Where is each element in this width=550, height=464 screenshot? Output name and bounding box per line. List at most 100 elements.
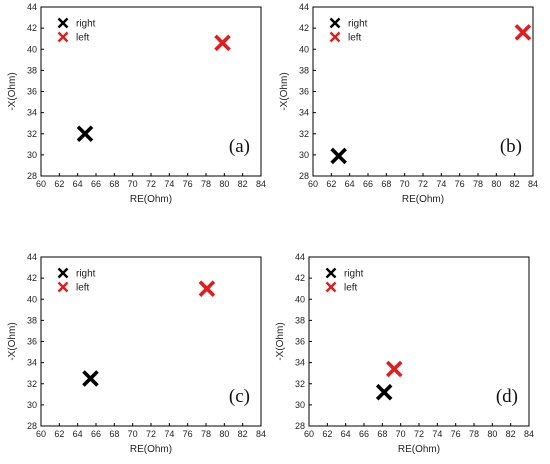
y-tick-label: 32	[299, 129, 309, 139]
x-tick-label: 72	[146, 429, 156, 439]
x-axis-label: RE(Ohm)	[130, 194, 172, 205]
y-tick-label: 36	[299, 87, 309, 97]
legend-label: left	[344, 283, 358, 294]
data-point-left	[214, 34, 231, 52]
x-tick-label: 60	[304, 429, 314, 439]
x-tick-label: 60	[308, 179, 318, 189]
chart-panel: 60 62 64 66 68 70 72 74 76 78 80 82 84 28 30 32 34 36 38 40…	[7, 2, 266, 205]
y-tick-label: 42	[27, 273, 37, 283]
y-axis-label: -X(Ohm)	[279, 72, 290, 110]
legend-label: right	[76, 269, 96, 280]
x-tick-label: 80	[219, 429, 229, 439]
panel-label: (b)	[500, 136, 522, 157]
y-tick-label: 38	[27, 315, 37, 325]
x-tick-label: 68	[109, 179, 119, 189]
x-tick-label: 82	[510, 179, 520, 189]
y-tick-label: 28	[295, 421, 305, 431]
x-tick-label: 62	[322, 429, 332, 439]
x-tick-label: 78	[201, 179, 211, 189]
legend-marker	[57, 17, 69, 29]
x-tick-label: 74	[164, 429, 174, 439]
x-tick-label: 68	[109, 429, 119, 439]
y-tick-label: 44	[295, 252, 305, 262]
y-tick-label: 42	[299, 23, 309, 33]
data-point-left	[514, 24, 532, 41]
y-tick-label: 40	[295, 294, 305, 304]
x-tick-label: 62	[54, 179, 64, 189]
y-axis-label: -X(Ohm)	[7, 322, 18, 360]
y-tick-label: 40	[27, 294, 37, 304]
data-point-right	[82, 370, 99, 387]
x-tick-label: 66	[363, 179, 373, 189]
data-point-right	[76, 125, 94, 143]
x-tick-label: 78	[469, 429, 479, 439]
x-tick-label: 70	[396, 429, 406, 439]
x-tick-label: 70	[128, 429, 138, 439]
x-tick-label: 62	[54, 429, 64, 439]
x-tick-label: 78	[201, 429, 211, 439]
y-tick-label: 44	[27, 2, 37, 12]
legend-label: right	[344, 269, 364, 280]
y-tick-label: 38	[295, 315, 305, 325]
x-tick-label: 64	[73, 179, 83, 189]
x-tick-label: 68	[377, 429, 387, 439]
legend: right left	[325, 267, 364, 294]
x-tick-label: 66	[91, 429, 101, 439]
data-point-right	[375, 383, 393, 401]
x-tick-label: 60	[36, 429, 46, 439]
panel-label: (c)	[229, 386, 250, 407]
panel-label: (d)	[496, 386, 518, 407]
y-tick-label: 32	[27, 129, 37, 139]
y-tick-label: 36	[27, 87, 37, 97]
x-tick-label: 64	[73, 429, 83, 439]
data-point-left	[385, 360, 403, 378]
y-tick-label: 34	[27, 108, 37, 118]
x-tick-label: 72	[418, 179, 428, 189]
y-tick-label: 40	[27, 44, 37, 54]
chart-panel: 60 62 64 66 68 70 72 74 76 78 80 82 84 28 30 32 34 36 38 40…	[7, 252, 266, 455]
x-tick-label: 66	[91, 179, 101, 189]
y-tick-label: 38	[27, 65, 37, 75]
data-point-right	[330, 147, 347, 165]
legend-label: left	[76, 33, 90, 44]
x-tick-label: 80	[487, 429, 497, 439]
y-tick-label: 28	[27, 421, 37, 431]
x-tick-label: 68	[381, 179, 391, 189]
y-tick-label: 30	[27, 150, 37, 160]
y-tick-label: 36	[27, 337, 37, 347]
x-axis-label: RE(Ohm)	[130, 444, 172, 455]
x-tick-label: 76	[455, 179, 465, 189]
x-tick-label: 60	[36, 179, 46, 189]
x-axis-label: RE(Ohm)	[398, 444, 440, 455]
x-tick-label: 72	[146, 179, 156, 189]
x-tick-label: 82	[238, 429, 248, 439]
y-tick-label: 32	[295, 379, 305, 389]
legend-marker	[329, 31, 341, 43]
legend: right left	[57, 267, 96, 294]
x-tick-label: 74	[436, 179, 446, 189]
x-tick-label: 70	[128, 179, 138, 189]
y-tick-label: 44	[299, 2, 309, 12]
data-point-left	[198, 280, 216, 297]
x-tick-label: 76	[183, 179, 193, 189]
y-tick-label: 36	[295, 337, 305, 347]
x-tick-label: 76	[451, 429, 461, 439]
chart-panel: 60 62 64 66 68 70 72 74 76 78 80 82 84 28 30 32 34 36 38 40…	[275, 252, 534, 455]
legend-label: right	[348, 19, 368, 30]
legend-marker	[57, 281, 69, 293]
x-tick-label: 80	[219, 179, 229, 189]
x-tick-label: 74	[432, 429, 442, 439]
y-axis-label: -X(Ohm)	[275, 322, 286, 360]
x-tick-label: 66	[359, 429, 369, 439]
x-tick-label: 84	[256, 429, 266, 439]
y-tick-label: 28	[27, 171, 37, 181]
legend-marker	[57, 267, 69, 279]
legend: right left	[329, 17, 368, 44]
y-tick-label: 30	[27, 400, 37, 410]
y-tick-label: 42	[27, 23, 37, 33]
x-tick-label: 80	[491, 179, 501, 189]
y-tick-label: 32	[27, 379, 37, 389]
x-tick-label: 70	[400, 179, 410, 189]
y-tick-label: 34	[27, 358, 37, 368]
legend-marker	[325, 267, 337, 279]
